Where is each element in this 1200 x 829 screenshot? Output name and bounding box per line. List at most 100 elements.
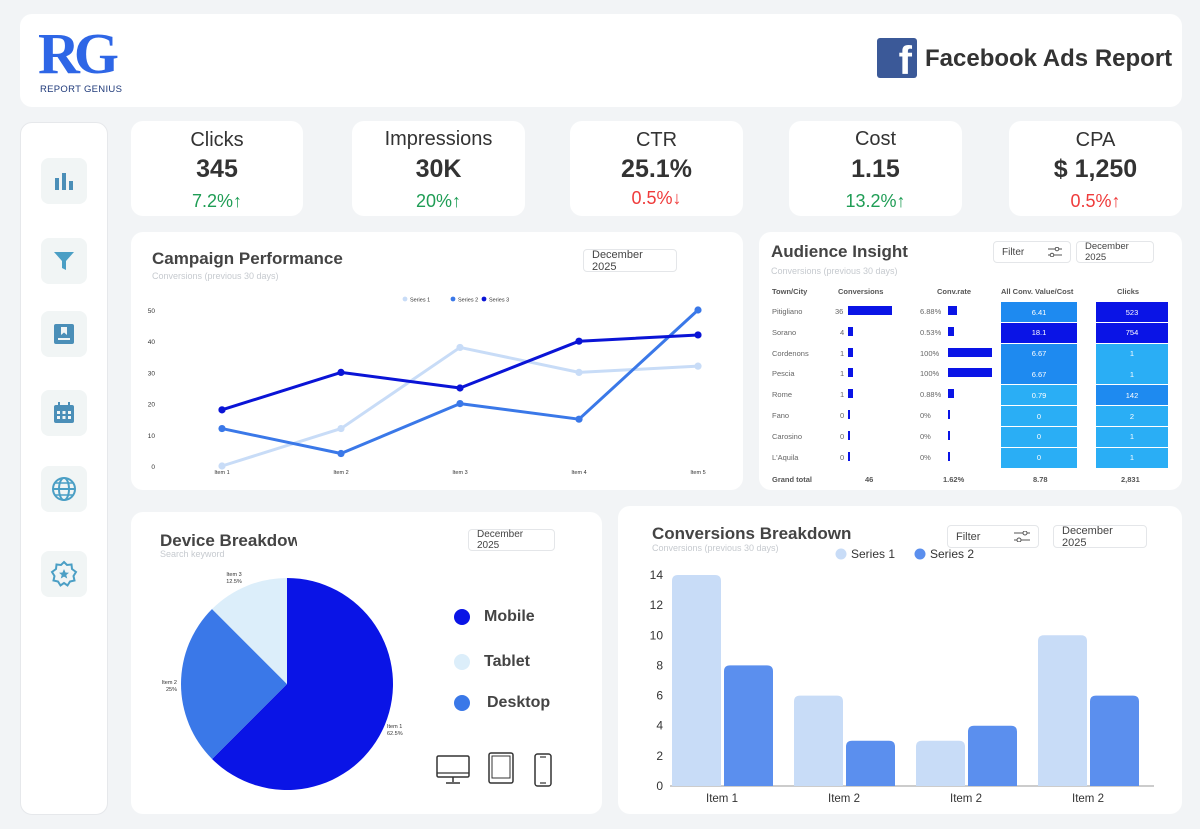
sidebar-item-reports[interactable] <box>41 158 87 204</box>
report-title: Facebook Ads Report <box>925 45 1173 72</box>
conversions-value: 1 <box>840 390 845 400</box>
conv-rate-value: 0.53% <box>920 327 942 337</box>
sidebar-item-saved[interactable] <box>41 311 87 357</box>
kpi-title: Cost <box>854 128 897 150</box>
bar <box>794 695 843 786</box>
conversions-date-select[interactable]: December 2025 <box>1053 525 1147 549</box>
x-tick-label: Item 2 <box>828 793 860 805</box>
pie-slice <box>212 578 287 684</box>
conversions-value: 0 <box>840 431 845 441</box>
data-point <box>218 462 226 470</box>
conversions-value: 4 <box>840 327 845 337</box>
conv-rate-bar <box>948 430 950 440</box>
clicks-cell: 1 <box>1096 426 1168 447</box>
kpi-title: CPA <box>1075 129 1116 151</box>
arrow-up-icon: ↑ <box>452 191 462 211</box>
slice-label: Item 1 <box>387 724 402 730</box>
conversions-bar <box>848 347 853 357</box>
legend-label: Series 2 <box>458 298 478 304</box>
bar <box>968 725 1017 786</box>
x-tick-label: Item 2 <box>950 793 982 805</box>
kpi-delta: 0.5%↓ <box>570 188 743 209</box>
value-cost-cell: 0 <box>1001 406 1077 426</box>
conversions-value: 0 <box>840 452 845 462</box>
data-point <box>337 368 345 376</box>
kpi-delta: 13.2%↑ <box>789 191 962 212</box>
value-cost-cell: 18.1 <box>1001 322 1077 343</box>
sidebar-item-global[interactable] <box>41 466 87 512</box>
audience-title: Audience Insight <box>771 242 908 261</box>
sidebar-item-calendar[interactable] <box>41 390 87 436</box>
value-cost-cell: 6.67 <box>1001 364 1077 385</box>
value-cost-cell: 0 <box>1001 447 1077 468</box>
settings-badge-icon <box>50 560 78 587</box>
arrow-up-icon: ↑ <box>896 191 906 211</box>
y-tick-label: 20 <box>148 402 156 409</box>
kpi-value: 30K <box>415 155 462 183</box>
y-tick-label: 50 <box>148 308 156 315</box>
filter-label: Filter <box>956 530 981 543</box>
grand-total-rate: 1.62% <box>943 475 965 484</box>
conv-rate-value: 100% <box>920 369 940 379</box>
clicks-cell: 1 <box>1096 343 1168 364</box>
legend-marker <box>914 548 926 560</box>
conv-rate-bar <box>948 306 958 315</box>
slice-percent: 12.5% <box>226 579 242 585</box>
y-tick-label: 0 <box>151 464 155 471</box>
conv-rate-bar <box>948 451 950 461</box>
conv-rate-value: 0.88% <box>920 390 942 400</box>
y-tick-label: 6 <box>656 689 663 703</box>
header-bar: RG REPORT GENIUS f Facebook Ads Report <box>20 14 1182 107</box>
data-point <box>218 406 226 414</box>
audience-date-select[interactable]: December 2025 <box>1076 241 1154 263</box>
facebook-glyph: f <box>898 39 912 78</box>
kpi-value: 1.15 <box>851 155 900 183</box>
conversions-value: 1 <box>840 369 845 379</box>
city-cell: Pitigliano <box>772 307 803 316</box>
bar <box>672 575 721 786</box>
value-cost-cell: 6.41 <box>1001 302 1077 322</box>
logo[interactable]: RG REPORT GENIUS <box>38 21 128 96</box>
kpi-card-impressions: Impressions 30K 20%↑ <box>352 121 525 216</box>
city-cell: Rome <box>772 390 793 400</box>
sidebar-item-settings[interactable] <box>41 551 87 597</box>
kpi-card-cost: Cost 1.15 13.2%↑ <box>789 121 962 216</box>
campaign-subtitle: Conversions (previous 30 days) <box>152 271 279 281</box>
conv-rate-value: 6.88% <box>920 307 942 316</box>
clicks-cell: 1 <box>1096 447 1168 468</box>
series-line <box>221 308 700 456</box>
device-title: Device Breakdown <box>160 531 297 550</box>
legend-marker <box>450 296 456 302</box>
kpi-title: CTR <box>635 129 678 151</box>
slice-label: Item 3 <box>226 572 241 578</box>
bar-chart-icon <box>55 173 73 190</box>
sidebar-item-filter[interactable] <box>41 238 87 284</box>
conversions-bar <box>848 306 892 315</box>
clicks-cell: 1 <box>1096 364 1168 385</box>
value-cost-cell: 0 <box>1001 426 1077 447</box>
conv-rate-bar <box>948 389 955 399</box>
column-header: Conv.rate <box>937 287 972 296</box>
city-cell: Fano <box>772 411 790 420</box>
bookmark-icon <box>54 324 74 344</box>
device-date-select[interactable]: December 2025 <box>468 529 555 551</box>
kpi-delta: 20%↑ <box>352 191 525 212</box>
y-tick-label: 30 <box>148 370 156 377</box>
conversions-bar <box>848 451 850 461</box>
legend-marker <box>835 548 847 560</box>
value-cost-cell: 0.79 <box>1001 385 1077 406</box>
data-point <box>337 449 345 458</box>
campaign-date-select[interactable]: December 2025 <box>583 249 677 273</box>
audience-filter-button[interactable]: Filter <box>993 241 1071 263</box>
x-tick-label: Item 5 <box>690 470 705 476</box>
conversions-bar <box>848 430 850 440</box>
x-tick-label: Item 3 <box>452 470 467 476</box>
audience-table: Town/City Conversions Conv.rate All Conv. V… <box>759 232 1182 490</box>
data-point <box>575 368 583 376</box>
conversions-filter-button[interactable]: Filter <box>947 525 1039 548</box>
pie-slice <box>212 578 393 790</box>
conversions-bar-chart: 0 2 4 6 8 10 12 14 Item 1 Item 2 Item 2 Item 2 Serie… <box>650 547 1154 805</box>
conv-rate-value: 0% <box>920 431 931 441</box>
kpi-delta: 7.2%↑ <box>131 191 303 212</box>
y-tick-label: 8 <box>656 658 663 672</box>
